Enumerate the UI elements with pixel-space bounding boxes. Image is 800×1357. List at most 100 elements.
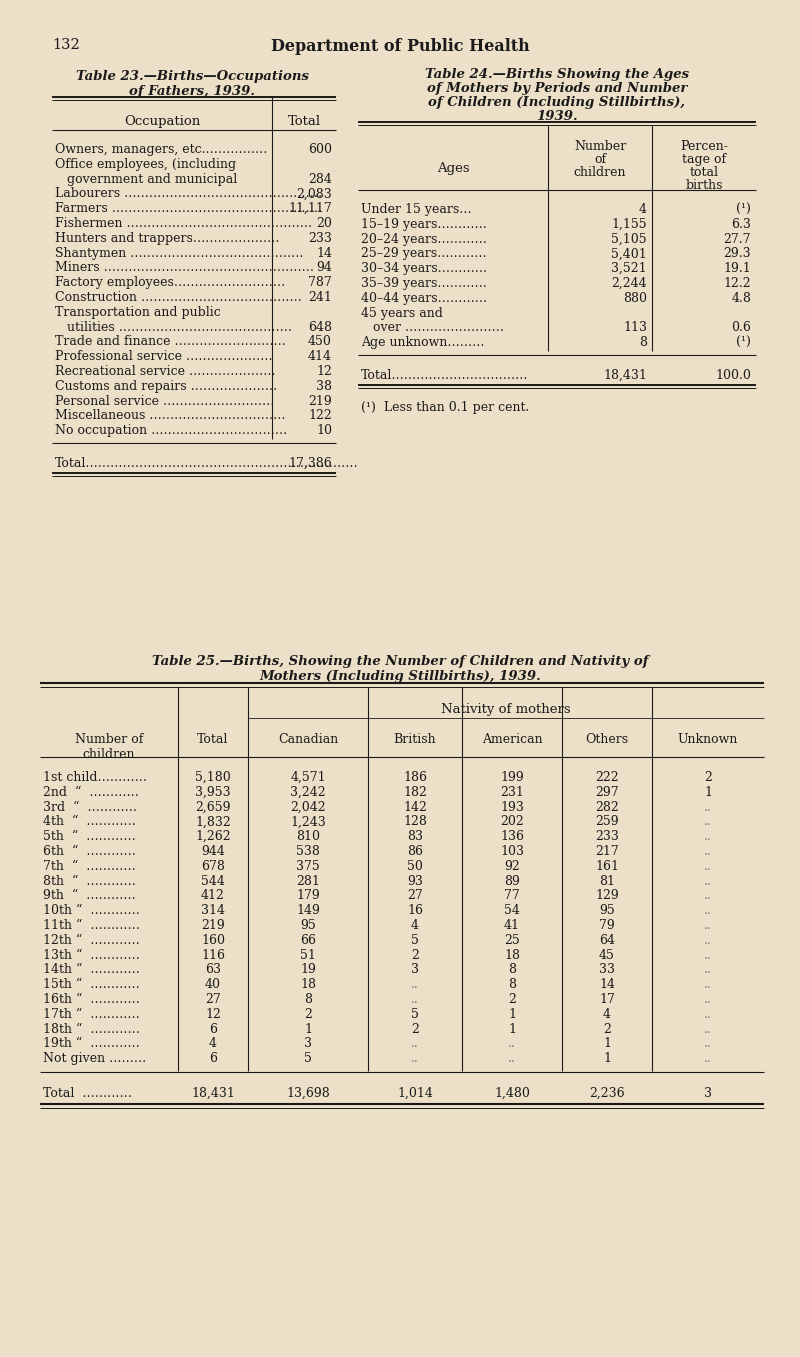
Text: 3,521: 3,521	[611, 262, 647, 275]
Text: Professional service …………………: Professional service …………………	[55, 350, 273, 364]
Text: 10: 10	[316, 425, 332, 437]
Text: 179: 179	[296, 889, 320, 902]
Text: 219: 219	[201, 919, 225, 932]
Text: 94: 94	[316, 262, 332, 274]
Text: 1: 1	[304, 1023, 312, 1035]
Text: 2,236: 2,236	[589, 1087, 625, 1101]
Text: ..: ..	[704, 889, 712, 902]
Text: 1: 1	[704, 786, 712, 799]
Text: ..: ..	[704, 801, 712, 814]
Text: 18,431: 18,431	[191, 1087, 235, 1101]
Text: 233: 233	[308, 232, 332, 244]
Text: 2,042: 2,042	[290, 801, 326, 814]
Text: 95: 95	[599, 904, 615, 917]
Text: 222: 222	[595, 771, 619, 784]
Text: Factory employees………………………: Factory employees………………………	[55, 277, 286, 289]
Text: ..: ..	[704, 934, 712, 947]
Text: 14th “  …………: 14th “ …………	[43, 963, 140, 977]
Text: 282: 282	[595, 801, 619, 814]
Text: Miners ……………………………………………: Miners ……………………………………………	[55, 262, 314, 274]
Text: 3rd  “  …………: 3rd “ …………	[43, 801, 137, 814]
Text: Farmers ……………………………………………: Farmers ……………………………………………	[55, 202, 322, 216]
Text: Hunters and trappers…………………: Hunters and trappers…………………	[55, 232, 279, 244]
Text: Canadian: Canadian	[278, 733, 338, 746]
Text: ..: ..	[704, 963, 712, 977]
Text: 160: 160	[201, 934, 225, 947]
Text: 2nd  “  …………: 2nd “ …………	[43, 786, 139, 799]
Text: 233: 233	[595, 830, 619, 843]
Text: ..: ..	[704, 904, 712, 917]
Text: Table 23.—Births—Occupations: Table 23.—Births—Occupations	[75, 71, 309, 83]
Text: 29.3: 29.3	[723, 247, 751, 261]
Text: 12th “  …………: 12th “ …………	[43, 934, 140, 947]
Text: Owners, managers, etc.……………: Owners, managers, etc.……………	[55, 142, 267, 156]
Text: of Children (Including Stillbirths),: of Children (Including Stillbirths),	[429, 96, 686, 109]
Text: 1,243: 1,243	[290, 816, 326, 828]
Text: 6th  “  …………: 6th “ …………	[43, 845, 136, 858]
Text: Ages: Ages	[437, 161, 470, 175]
Text: 103: 103	[500, 845, 524, 858]
Text: 231: 231	[500, 786, 524, 799]
Text: 40: 40	[205, 978, 221, 991]
Text: 600: 600	[308, 142, 332, 156]
Text: 30–34 years…………: 30–34 years…………	[361, 262, 487, 275]
Text: 77: 77	[504, 889, 520, 902]
Text: ..: ..	[704, 875, 712, 887]
Text: Occupation: Occupation	[124, 115, 200, 128]
Text: 14: 14	[316, 247, 332, 259]
Text: 86: 86	[407, 845, 423, 858]
Text: 15–19 years…………: 15–19 years…………	[361, 218, 487, 231]
Text: 25: 25	[504, 934, 520, 947]
Text: 4: 4	[603, 1008, 611, 1020]
Text: of Mothers by Periods and Number: of Mothers by Periods and Number	[427, 81, 687, 95]
Text: ..: ..	[704, 978, 712, 991]
Text: 2: 2	[603, 1023, 611, 1035]
Text: 66: 66	[300, 934, 316, 947]
Text: 4,571: 4,571	[290, 771, 326, 784]
Text: 17th “  …………: 17th “ …………	[43, 1008, 140, 1020]
Text: 5,401: 5,401	[611, 247, 647, 261]
Text: 27: 27	[407, 889, 423, 902]
Text: 5,105: 5,105	[611, 232, 647, 246]
Text: 186: 186	[403, 771, 427, 784]
Text: 63: 63	[205, 963, 221, 977]
Text: 13,698: 13,698	[286, 1087, 330, 1101]
Text: births: births	[686, 179, 722, 191]
Text: Table 25.—Births, Showing the Number of Children and Nativity of: Table 25.—Births, Showing the Number of …	[152, 655, 648, 668]
Text: 1: 1	[603, 1037, 611, 1050]
Text: 19: 19	[300, 963, 316, 977]
Text: 450: 450	[308, 335, 332, 349]
Text: 219: 219	[308, 395, 332, 407]
Text: 5,180: 5,180	[195, 771, 231, 784]
Text: 199: 199	[500, 771, 524, 784]
Text: Shantymen ……………………………………: Shantymen ……………………………………	[55, 247, 303, 259]
Text: ..: ..	[704, 1037, 712, 1050]
Text: 5: 5	[411, 1008, 419, 1020]
Text: 1,480: 1,480	[494, 1087, 530, 1101]
Text: Transportation and public: Transportation and public	[55, 305, 221, 319]
Text: 12: 12	[316, 365, 332, 379]
Text: 7th  “  …………: 7th “ …………	[43, 860, 136, 873]
Text: 8: 8	[639, 337, 647, 349]
Text: ..: ..	[704, 1023, 712, 1035]
Text: 1st child…………: 1st child…………	[43, 771, 147, 784]
Text: ..: ..	[704, 845, 712, 858]
Text: ..: ..	[704, 830, 712, 843]
Text: 412: 412	[201, 889, 225, 902]
Text: 8: 8	[508, 978, 516, 991]
Text: 81: 81	[599, 875, 615, 887]
Text: Age unknown………: Age unknown………	[361, 337, 485, 349]
Text: 1,014: 1,014	[397, 1087, 433, 1101]
Text: 284: 284	[308, 172, 332, 186]
Text: Personal service ………………………: Personal service ………………………	[55, 395, 274, 407]
Text: 2: 2	[304, 1008, 312, 1020]
Text: Total: Total	[198, 733, 229, 746]
Text: utilities ……………………………………: utilities ……………………………………	[55, 320, 292, 334]
Text: 217: 217	[595, 845, 619, 858]
Text: 3: 3	[304, 1037, 312, 1050]
Text: 414: 414	[308, 350, 332, 364]
Text: 3,953: 3,953	[195, 786, 231, 799]
Text: 20: 20	[316, 217, 332, 229]
Text: ..: ..	[411, 978, 419, 991]
Text: 136: 136	[500, 830, 524, 843]
